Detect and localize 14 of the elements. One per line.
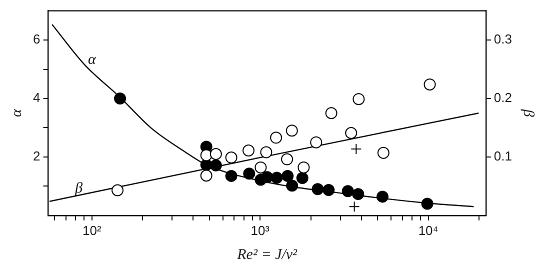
y-tick-label: 2	[32, 148, 40, 164]
annotation: β	[74, 180, 84, 197]
y-tick-label: 6	[32, 32, 40, 47]
y-tick-label: 4	[32, 90, 40, 106]
y2-tick-label: 0.2	[494, 90, 512, 106]
y2-tick-label: 0.3	[494, 32, 512, 47]
x-tick-label: 10³	[250, 222, 270, 238]
x-tick-label: 10²	[82, 222, 102, 238]
x-axis-title: Re² = J/ν²	[236, 246, 298, 263]
y2-tick-label: 0.1	[494, 148, 512, 164]
annotation: α	[88, 52, 98, 68]
y2-axis-title: β	[520, 108, 536, 118]
x-tick-label: 10⁴	[418, 222, 438, 238]
y-axis-title: α	[8, 108, 25, 118]
